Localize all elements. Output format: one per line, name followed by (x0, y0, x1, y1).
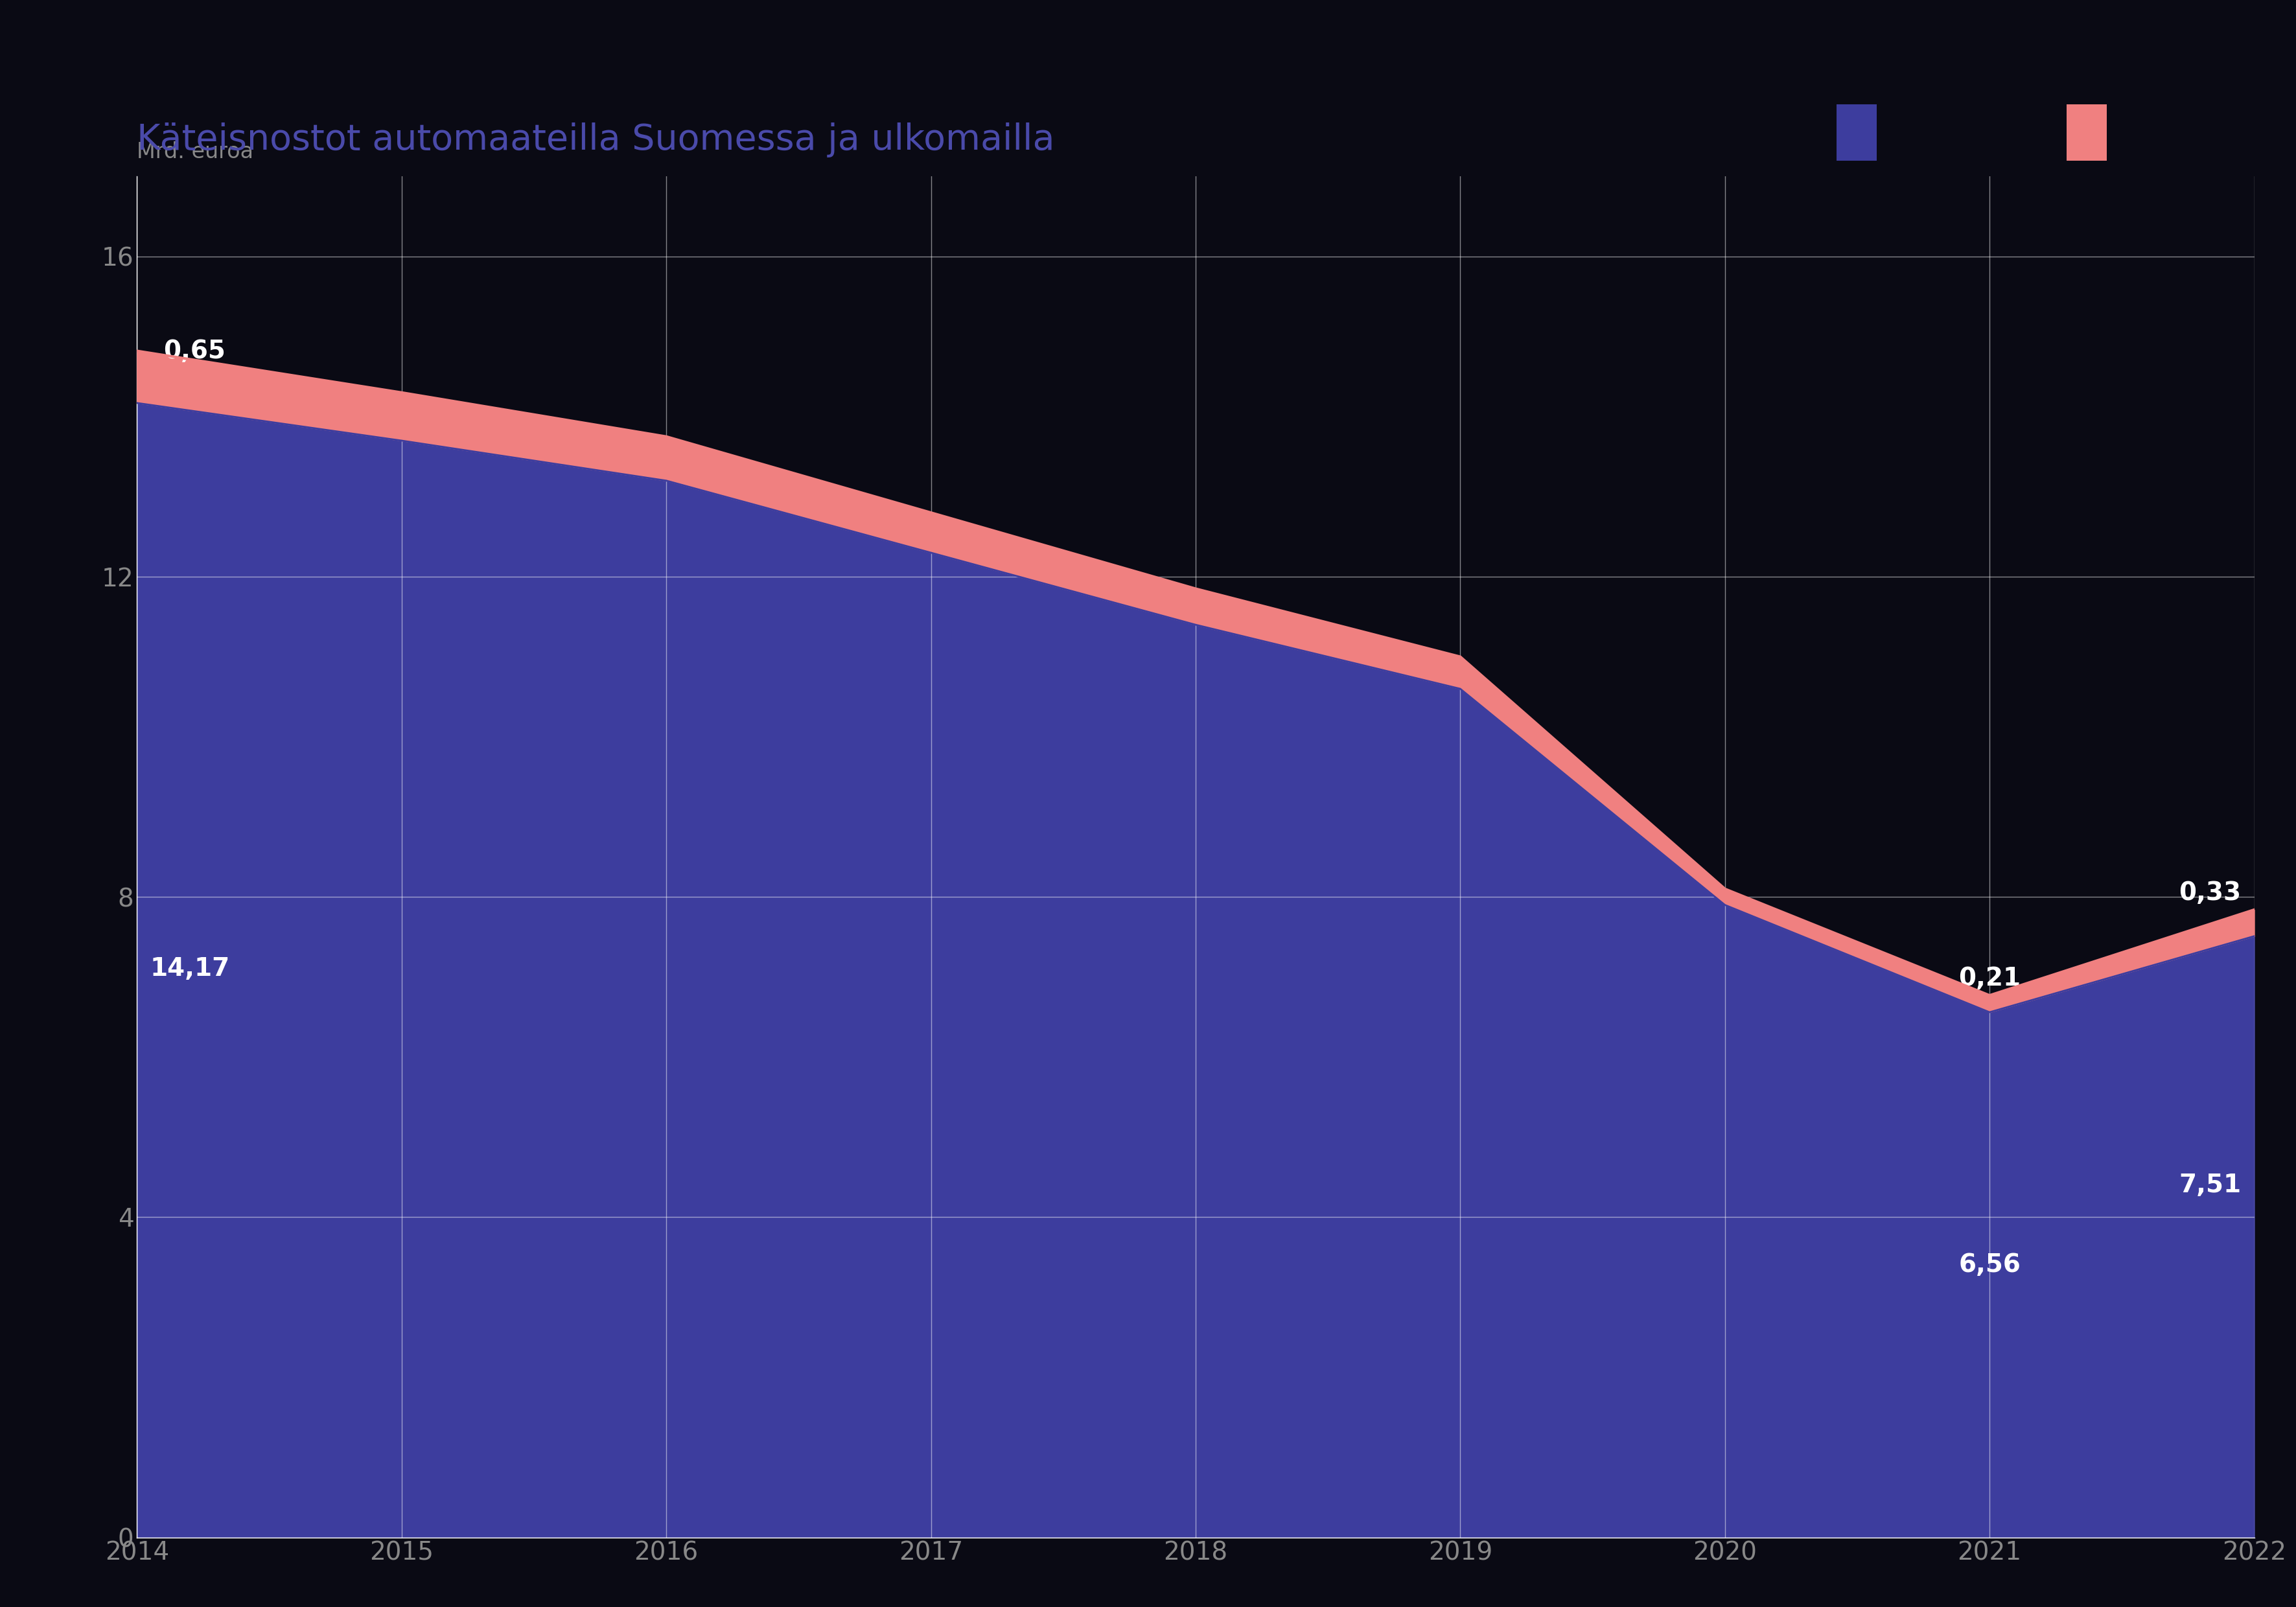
Text: 7,51: 7,51 (2179, 1173, 2241, 1197)
Text: 0,33: 0,33 (2179, 881, 2241, 905)
Text: 14,17: 14,17 (149, 956, 230, 982)
Text: Mrd. euroa: Mrd. euroa (138, 141, 253, 162)
Text: Käteisnostot automaateilla Suomessa ja ulkomailla: Käteisnostot automaateilla Suomessa ja u… (138, 122, 1054, 157)
Text: 0,21: 0,21 (1958, 966, 2020, 992)
Text: 0,65: 0,65 (163, 339, 225, 363)
Text: 6,56: 6,56 (1958, 1253, 2020, 1278)
